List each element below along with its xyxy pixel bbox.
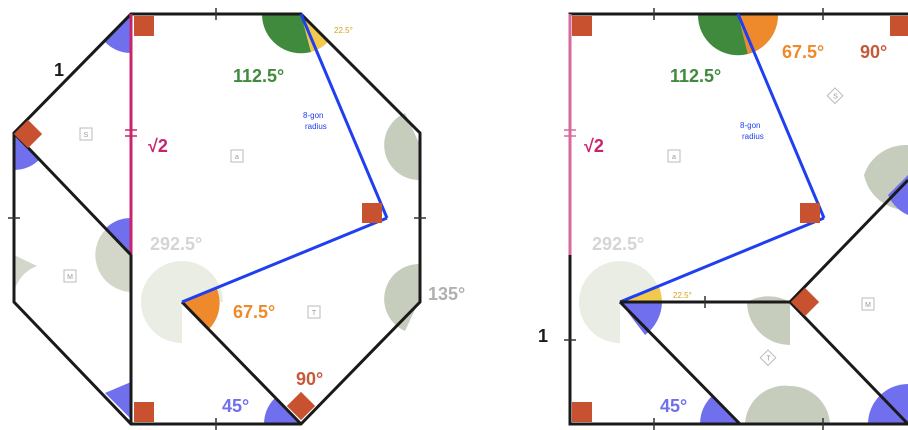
left-gray-angle-right-top: [384, 113, 420, 181]
left-green-angle: [261, 14, 311, 54]
right-piece-marker-letter: S: [833, 94, 838, 101]
left-angle-112: 112.5°: [233, 66, 284, 86]
left-blue-angle-bottom-left: [105, 382, 131, 419]
left-piece-marker-letter: M: [67, 274, 73, 281]
right-angle-45: 45°: [660, 396, 687, 416]
right-piece-marker: [826, 87, 844, 105]
left-right-angle-marker-3: [362, 203, 382, 223]
left-radius-line-1: [299, 13, 389, 219]
right-side-label: 1: [538, 326, 548, 346]
right-gray-angle-bottom: [745, 385, 830, 424]
left-blue-angle-bottom: [264, 398, 301, 424]
right-blue-angle-bottom: [700, 396, 740, 424]
left-gray-angle-right-bottom: [384, 263, 420, 331]
right-angle-90: 90°: [860, 42, 887, 62]
left-blue-angle-mid: [105, 218, 131, 255]
left-piece-marker: [63, 269, 77, 283]
right-piece-marker: [759, 349, 777, 367]
right-piece-marker-letter: M: [865, 302, 871, 309]
left-yellow-angle: [301, 14, 328, 52]
right-piece-marker: [861, 297, 875, 311]
right-blue-angle-292: [620, 302, 662, 335]
right-dissect-line-1: [618, 300, 742, 426]
left-blue-angle-top: [105, 16, 131, 53]
left-octagon-outline: [12, 12, 422, 426]
right-outline: [568, 12, 908, 426]
right-angle-67: 67.5°: [782, 42, 824, 62]
left-angle-90: 90°: [296, 369, 323, 389]
left-angle-135: 135°: [428, 284, 465, 304]
left-piece-marker: [230, 149, 244, 163]
right-piece-marker-letter: a: [672, 154, 676, 161]
right-right-angle-marker-5: [890, 16, 908, 36]
left-orange-angle: [182, 287, 220, 330]
right-angle-112: 112.5°: [670, 66, 721, 86]
left-right-angle-marker-5: [286, 391, 316, 421]
right-radius-label-2: radius: [742, 132, 764, 141]
right-right-angle-marker-2: [572, 402, 592, 422]
left-angle-67: 67.5°: [233, 302, 275, 322]
right-sqrt-label: √2: [584, 136, 604, 156]
left-gray-angle-left-bottom: [14, 255, 37, 292]
right-gray-angle-center: [747, 296, 790, 345]
left-radius-label-2: radius: [305, 122, 327, 131]
right-radius-line-2: [619, 216, 825, 304]
right-green-angle: [697, 14, 748, 56]
left-angle-22: 22.5°: [334, 26, 353, 35]
left-angle-292: 292.5°: [150, 234, 202, 254]
left-radius-label-1: 8-gon: [303, 111, 323, 120]
right-piece-marker-letter: T: [766, 356, 771, 363]
left-piece-marker: [79, 127, 93, 141]
right-right-angle-marker-3: [800, 203, 820, 223]
left-angle-45: 45°: [222, 396, 249, 416]
left-right-angle-marker-2: [134, 402, 154, 422]
right-angle-22: 22.5°: [673, 291, 692, 300]
right-right-angle-marker-1: [572, 16, 592, 36]
right-dissect-line-3: [788, 178, 908, 304]
right-right-angle-marker-4: [790, 287, 820, 317]
left-side-label: 1: [54, 60, 64, 80]
left-figure: 1 √2 112.5° 22.5° 292.5° 67.5° 90° 45° 1…: [8, 8, 465, 430]
right-angle-292: 292.5°: [592, 234, 644, 254]
left-piece-marker-letter: a: [235, 154, 239, 161]
left-piece-marker: [307, 305, 321, 319]
left-dissect-line-4: [180, 300, 303, 426]
right-piece-marker: [667, 149, 681, 163]
right-dissect-line-4: [788, 300, 908, 426]
left-radius-line-2: [181, 216, 388, 304]
left-piece-marker-letter: S: [84, 132, 89, 139]
right-radius-line-1: [736, 13, 826, 219]
left-gray-angle-center: [95, 229, 132, 292]
right-radius-label-1: 8-gon: [740, 121, 760, 130]
right-figure: 1 √2 112.5° 67.5° 90° 292.5° 22.5° 45° 8…: [538, 8, 908, 430]
left-blue-angle-left: [14, 133, 40, 170]
left-piece-marker-letter: T: [312, 310, 317, 317]
left-dissect-line-2: [12, 131, 133, 257]
left-sqrt-label: √2: [148, 136, 168, 156]
left-right-angle-marker-1: [134, 16, 154, 36]
right-orange-angle: [738, 14, 779, 54]
